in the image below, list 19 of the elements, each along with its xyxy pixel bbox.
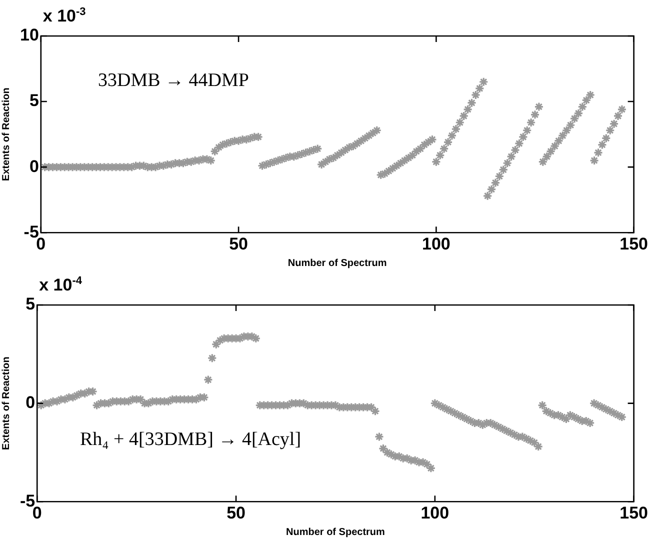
y-tick-label: 0 xyxy=(29,156,39,176)
y-tick-label: 5 xyxy=(26,294,36,314)
x-tick-label: 100 xyxy=(422,234,450,254)
x-tick-label: 100 xyxy=(420,503,450,522)
x-tick-label: 50 xyxy=(226,503,246,522)
y-axis-title: Extents of Reaction xyxy=(0,356,12,450)
x-tick-label: 150 xyxy=(620,503,648,522)
annotation: Rh₄ + 4[33DMB] → 4[Acyl] xyxy=(80,429,302,451)
annotation: 33DMB → 44DMP xyxy=(98,70,249,92)
x-tick-label: 50 xyxy=(229,234,248,254)
text: x 10$^{-4}$ xyxy=(39,275,82,296)
y-tick-label: 10 xyxy=(20,26,39,45)
y-tick-label: 5 xyxy=(29,91,39,110)
text: x 10$^{-3}$ xyxy=(42,6,86,27)
y-axis-title: Extents of Reaction xyxy=(0,88,12,181)
y-tick-label: 0 xyxy=(26,392,36,412)
x-tick-label: 150 xyxy=(620,234,648,254)
x-axis-title: Number of Spectrum xyxy=(288,258,387,269)
x-axis-title: Number of Spectrum xyxy=(286,526,386,538)
